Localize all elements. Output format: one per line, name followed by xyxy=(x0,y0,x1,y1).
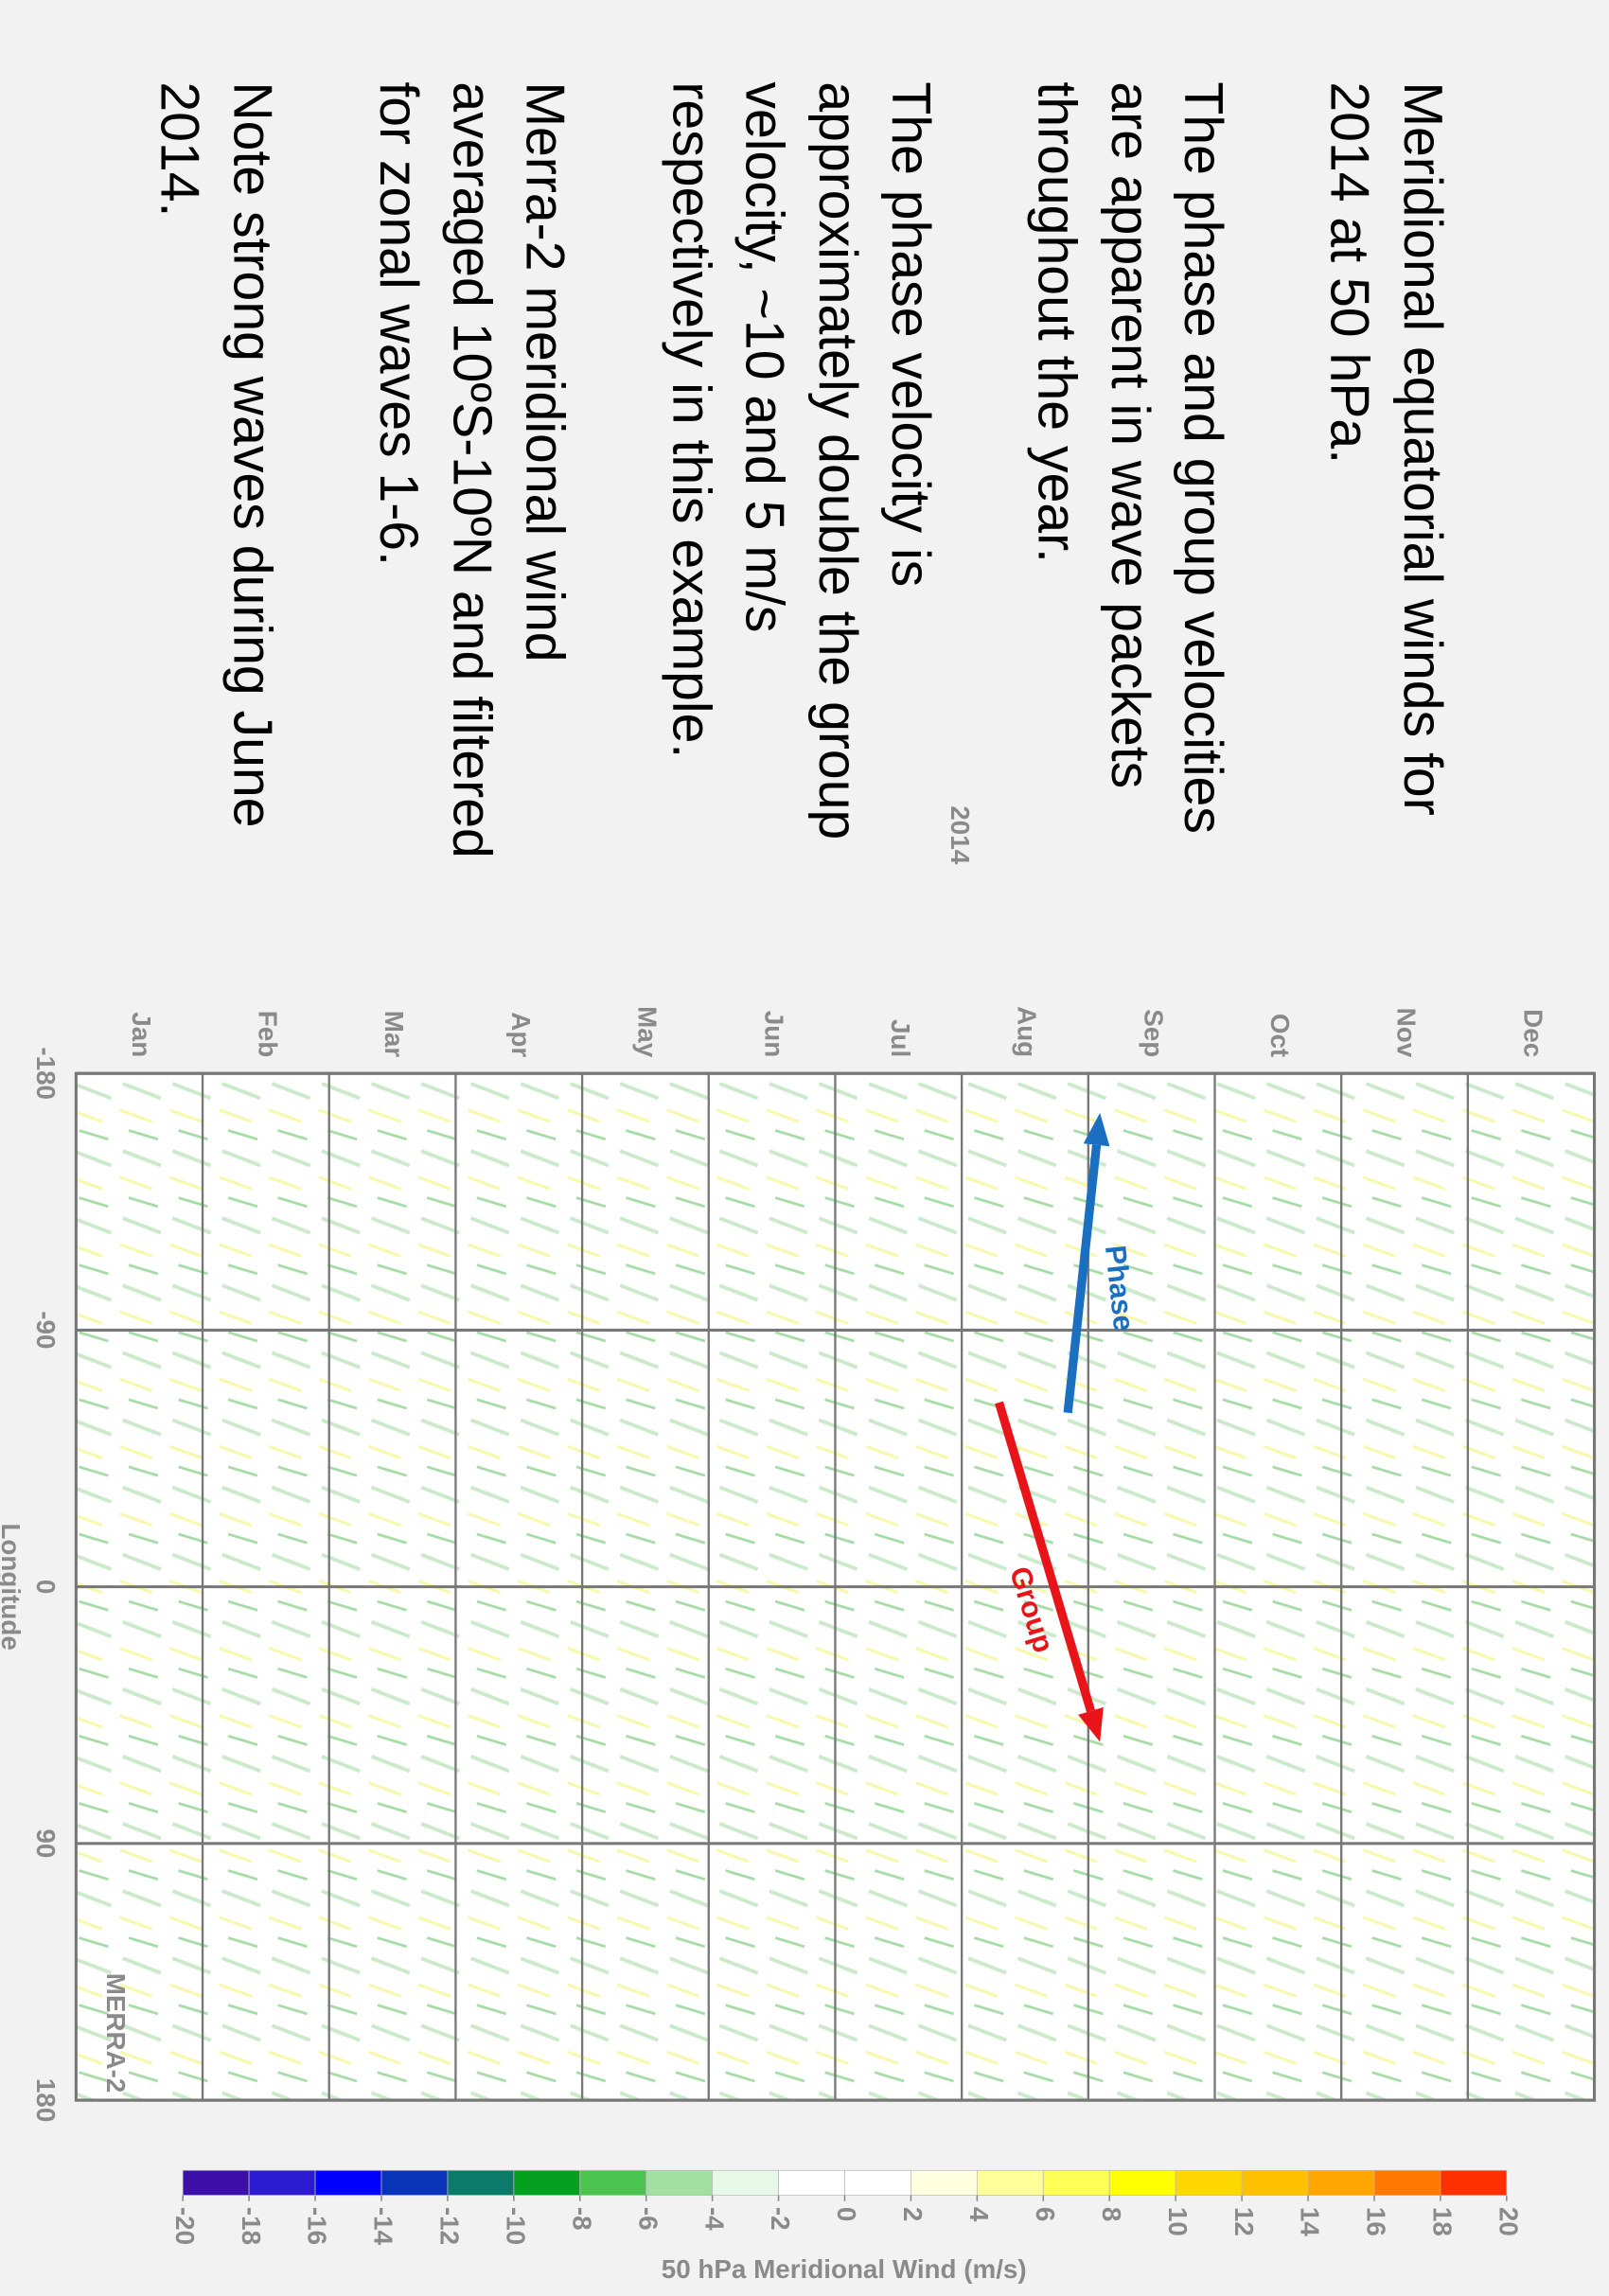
colorbar-bin xyxy=(249,2170,315,2195)
colorbar-bin xyxy=(580,2170,646,2195)
month-label: Jun xyxy=(759,1011,788,1057)
colorbar-tick-label: 16 xyxy=(1362,2207,1391,2236)
colorbar-tick-label: 14 xyxy=(1296,2207,1325,2236)
colorbar-bin xyxy=(183,2170,249,2195)
paragraph-line: for zonal waves 1-6. xyxy=(368,81,429,566)
colorbar-bin xyxy=(315,2170,381,2195)
paragraph-line: The phase velocity is xyxy=(880,81,941,587)
colorbar-bin xyxy=(514,2170,580,2195)
colorbar-bin xyxy=(779,2170,845,2195)
colorbar-tick-label: 8 xyxy=(1097,2207,1126,2221)
x-tick-label: -90 xyxy=(31,1311,61,1349)
colorbar-tick-label: 0 xyxy=(832,2207,861,2221)
colorbar-bin xyxy=(1043,2170,1109,2195)
colorbar-tick-label: -8 xyxy=(567,2207,596,2231)
colorbar-tick-label: -18 xyxy=(237,2207,266,2245)
paragraph-line: are apparent in wave packets xyxy=(1100,81,1160,788)
colorbar-tick-label: -6 xyxy=(633,2207,663,2231)
colorbar-tick-label: 10 xyxy=(1163,2207,1193,2236)
colorbar-tick-label: -14 xyxy=(369,2207,398,2246)
colorbar-bin xyxy=(1109,2170,1176,2195)
year-label: 2014 xyxy=(946,805,975,864)
paragraph-line: The phase and group velocities xyxy=(1173,81,1233,834)
colorbar-bin xyxy=(713,2170,779,2195)
slide: Meridional equatorial winds for2014 at 5… xyxy=(0,0,1609,2296)
colorbar-bin xyxy=(911,2170,977,2195)
paragraph-line: respectively in this example. xyxy=(661,81,721,758)
paragraph-line: 2014. xyxy=(149,81,209,217)
x-tick-label: -180 xyxy=(31,1047,61,1100)
colorbar-bin xyxy=(845,2170,911,2195)
colorbar-bin xyxy=(381,2170,448,2195)
paragraph-line: velocity, ~10 and 5 m/s xyxy=(734,81,795,632)
colorbar-bin xyxy=(1308,2170,1374,2195)
month-label: Jul xyxy=(886,1019,915,1057)
colorbar-tick-label: -10 xyxy=(501,2207,530,2245)
colorbar-tick-label: 18 xyxy=(1428,2207,1458,2236)
watermark: MERRA-2 xyxy=(101,1973,131,2093)
paragraph-line: averaged 10ºS-10ºN and filtered xyxy=(441,81,502,857)
colorbar-bin xyxy=(1242,2170,1308,2195)
x-tick-label: 90 xyxy=(31,1828,61,1858)
month-label: Feb xyxy=(254,1011,283,1057)
x-tick-label: 180 xyxy=(31,2078,61,2122)
month-label: Dec xyxy=(1518,1009,1547,1057)
month-label: Aug xyxy=(1013,1006,1042,1057)
colorbar-bin xyxy=(1176,2170,1242,2195)
colorbar-tick-label: -12 xyxy=(435,2207,465,2245)
paragraph-line: Meridional equatorial winds for xyxy=(1392,81,1453,815)
colorbar-bin xyxy=(1441,2170,1507,2195)
month-label: May xyxy=(633,1006,663,1058)
colorbar-bin xyxy=(646,2170,713,2195)
colorbar-bin xyxy=(448,2170,514,2195)
colorbar-bin xyxy=(977,2170,1043,2195)
colorbar-bin xyxy=(1374,2170,1441,2195)
paragraph-line: approximately double the group xyxy=(807,81,868,839)
colorbar-label: 50 hPa Meridional Wind (m/s) xyxy=(662,2254,1027,2284)
colorbar-tick-label: -4 xyxy=(699,2207,729,2231)
colorbar-tick-label: -2 xyxy=(766,2207,795,2231)
x-axis-label: Longitude xyxy=(0,1523,26,1650)
colorbar-tick-label: 12 xyxy=(1229,2207,1259,2236)
paragraph-line: Merra-2 meridional wind xyxy=(515,81,575,662)
landscape-slide: Meridional equatorial winds for2014 at 5… xyxy=(0,0,1609,2296)
month-label: Oct xyxy=(1265,1014,1295,1057)
paragraph-line: Note strong waves during June xyxy=(222,81,283,827)
colorbar-tick-label: 20 xyxy=(1494,2207,1523,2236)
month-label: Sep xyxy=(1139,1009,1168,1057)
colorbar-tick-label: -16 xyxy=(303,2207,332,2245)
colorbar-tick-label: 4 xyxy=(964,2207,994,2222)
month-label: Jan xyxy=(127,1012,156,1057)
x-tick-label: 0 xyxy=(31,1580,61,1594)
colorbar-tick-label: 6 xyxy=(1031,2207,1060,2221)
paragraph-line: throughout the year. xyxy=(1027,81,1087,563)
month-label: Nov xyxy=(1392,1008,1422,1058)
colorbar-tick-label: 2 xyxy=(898,2207,928,2221)
month-label: Apr xyxy=(506,1012,536,1057)
paragraph-line: 2014 at 50 hPa. xyxy=(1319,81,1380,464)
month-label: Mar xyxy=(380,1011,409,1058)
colorbar-tick-label: -20 xyxy=(170,2207,200,2245)
